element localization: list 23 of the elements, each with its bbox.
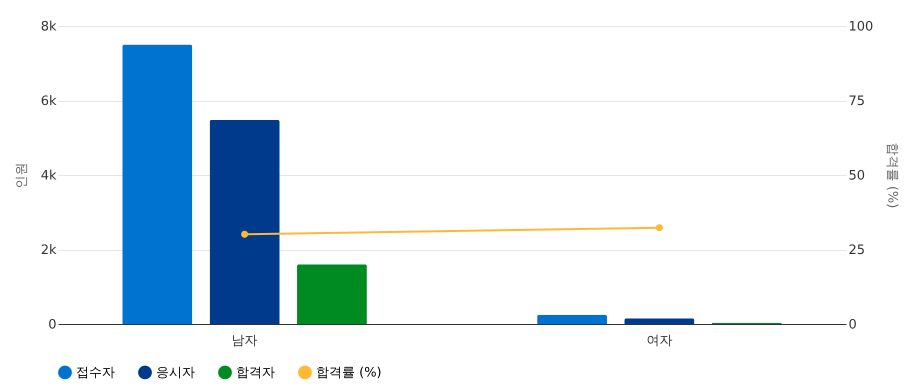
y-tick-label: 2k xyxy=(40,243,57,258)
legend-label: 응시자 xyxy=(156,365,195,380)
legend-label: 합격자 xyxy=(236,365,275,380)
y-tick-label: 6k xyxy=(40,94,57,109)
bar xyxy=(297,264,367,324)
y2-tick-label: 100 xyxy=(848,20,874,34)
y2-tick-label: 25 xyxy=(848,243,866,258)
y-tick-label: 4k xyxy=(40,168,57,184)
y-tick-label: 8k xyxy=(40,20,57,34)
y2-tick-label: 0 xyxy=(848,318,857,332)
y-tick-label: 0 xyxy=(48,318,56,332)
y-axis-title: 인원 xyxy=(14,162,30,188)
y2-tick-label: 50 xyxy=(848,168,866,184)
bar xyxy=(122,44,192,324)
bar xyxy=(624,318,694,324)
x-tick-label: 남자 xyxy=(232,334,258,348)
x-tick-label: 여자 xyxy=(646,334,672,348)
bar xyxy=(210,120,280,324)
legend-label: 접수자 xyxy=(76,365,115,380)
y2-axis-title: 합격률 (%) xyxy=(884,142,900,208)
y2-tick-label: 75 xyxy=(848,94,866,109)
legend-label: 합격률 (%) xyxy=(316,365,382,380)
bar xyxy=(537,314,607,324)
